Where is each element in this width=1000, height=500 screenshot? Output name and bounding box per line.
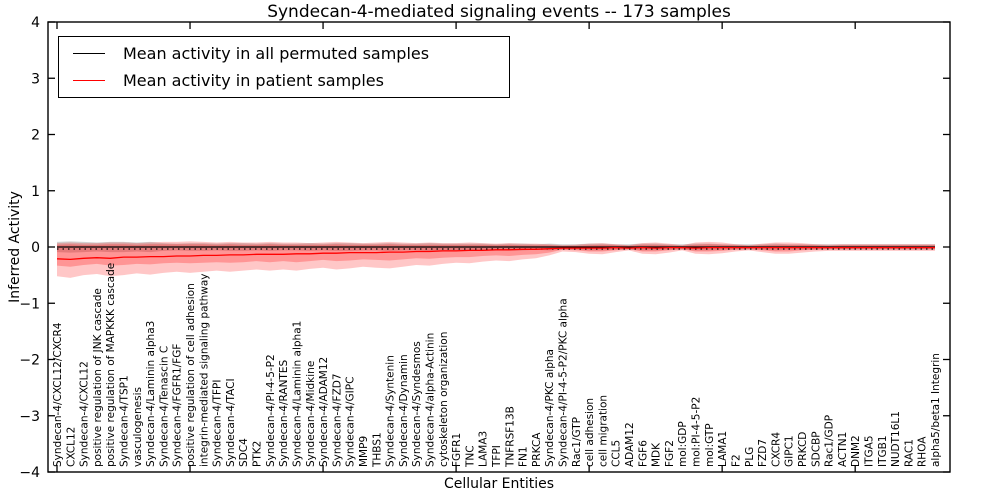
permuted-line-swatch bbox=[73, 53, 105, 54]
x-category-label: CXCL12 bbox=[65, 427, 77, 467]
y-tick-label: 1 bbox=[31, 184, 40, 200]
legend-box: Mean activity in all permuted samples Me… bbox=[58, 36, 510, 98]
x-category-label: Syndecan-4/RANTES bbox=[278, 360, 290, 467]
x-category-label: Rac1/GTP bbox=[571, 417, 583, 467]
x-category-label: Syndecan-4/Syndesmos bbox=[411, 341, 423, 467]
x-category-label: positive regulation of cell adhesion bbox=[185, 283, 197, 467]
chart-title: Syndecan-4-mediated signaling events -- … bbox=[267, 2, 731, 22]
patient-line-swatch bbox=[73, 80, 105, 81]
x-category-label: vasculogenesis bbox=[132, 387, 144, 467]
x-category-label: FZD7 bbox=[757, 439, 769, 467]
x-category-label: Syndecan-4/Midkine bbox=[305, 361, 317, 467]
x-category-label: SDC4 bbox=[238, 438, 250, 467]
x-category-label: integrin-mediated signaling pathway bbox=[198, 273, 210, 467]
x-category-label: Syndecan-4/Syntenin bbox=[385, 355, 397, 467]
x-category-label: FGFR1 bbox=[451, 433, 463, 467]
x-category-label: TNFRSF13B bbox=[504, 406, 516, 468]
x-category-label: TFPI bbox=[491, 445, 503, 468]
x-category-label: ITGB1 bbox=[877, 435, 889, 467]
x-category-label: Syndecan-4/TSP1 bbox=[119, 375, 131, 467]
x-category-label: Syndecan-4/GIPC bbox=[345, 377, 357, 467]
x-category-label: mol:PI-4-5-P2 bbox=[691, 397, 703, 467]
x-category-label: Syndecan-4/CXCL12/CXCR4 bbox=[52, 322, 64, 467]
x-category-label: RAC1 bbox=[903, 439, 915, 467]
x-category-label: TNC bbox=[464, 445, 476, 468]
x-category-label: positive regulation of JNK cascade bbox=[92, 288, 104, 467]
x-category-label: ACTN1 bbox=[837, 432, 849, 467]
x-category-label: FGF6 bbox=[637, 440, 649, 467]
x-category-label: PRKCA bbox=[531, 432, 543, 467]
x-category-label: Rac1/GDP bbox=[824, 415, 836, 467]
y-tick-label: −4 bbox=[19, 465, 40, 481]
patient-mean-line bbox=[56, 246, 935, 261]
x-category-label: Syndecan-4/alpha-Actinin bbox=[425, 333, 437, 467]
x-category-label: FN1 bbox=[518, 446, 530, 467]
x-category-label: Syndecan-4/FZD7 bbox=[331, 373, 343, 467]
x-category-label: mol:GTP bbox=[704, 423, 716, 467]
y-tick-label: −3 bbox=[19, 409, 40, 425]
x-category-label: DNM2 bbox=[850, 435, 862, 467]
x-category-label: Syndecan-4/FGFR1/FGF bbox=[172, 344, 184, 467]
x-category-label: Syndecan-4/Dynamin bbox=[398, 354, 410, 467]
x-category-label: Syndecan-4/TACI bbox=[225, 378, 237, 467]
x-category-label: RHOA bbox=[917, 436, 929, 467]
x-category-label: MMP9 bbox=[358, 436, 370, 467]
legend-label-permuted: Mean activity in all permuted samples bbox=[123, 44, 430, 63]
x-category-label: mol:GDP bbox=[677, 421, 689, 467]
x-category-label: CXCR4 bbox=[770, 432, 782, 467]
x-category-label: Syndecan-4/Laminin alpha1 bbox=[292, 321, 304, 467]
x-category-label: LAMA1 bbox=[717, 431, 729, 467]
x-category-label: THBS1 bbox=[371, 432, 383, 468]
y-tick-label: 2 bbox=[31, 128, 40, 144]
patient-band-inner bbox=[57, 244, 935, 267]
x-category-label: PTK2 bbox=[252, 441, 264, 467]
x-category-label: NUDT16L1 bbox=[890, 411, 902, 467]
x-category-label: LAMA3 bbox=[478, 431, 490, 467]
x-category-label: MDK bbox=[651, 442, 663, 467]
x-category-label: Syndecan-4/ADAM12 bbox=[318, 357, 330, 467]
x-category-label: FGF2 bbox=[664, 440, 676, 467]
x-axis-label: Cellular Entities bbox=[443, 476, 555, 492]
x-category-label: PRKCD bbox=[797, 432, 809, 467]
x-category-label: alpha5/beta1 Integrin bbox=[930, 353, 942, 467]
x-category-label: cell adhesion bbox=[584, 398, 596, 467]
legend-item-permuted: Mean activity in all permuted samples bbox=[73, 44, 499, 63]
y-tick-label: −2 bbox=[19, 353, 40, 369]
x-category-label: Syndecan-4/PKC alpha bbox=[544, 349, 556, 467]
x-category-label: ITGA5 bbox=[864, 435, 876, 467]
x-category-label: GIPC1 bbox=[784, 435, 796, 467]
x-category-label: PLG bbox=[744, 447, 756, 467]
x-category-label: Syndecan-4/PI-4-5-P2/PKC alpha bbox=[558, 298, 570, 467]
x-category-label: ADAM12 bbox=[624, 422, 636, 467]
patient-band-outer bbox=[57, 241, 935, 278]
y-tick-label: 3 bbox=[31, 71, 40, 87]
x-category-label: cytoskeleton organization bbox=[438, 332, 450, 467]
y-tick-label: 4 bbox=[31, 15, 40, 31]
x-category-label: cell migration bbox=[597, 395, 609, 467]
x-category-label: Syndecan-4/TFPI bbox=[212, 380, 224, 467]
x-category-label: Syndecan-4/CXCL12 bbox=[79, 361, 91, 467]
x-category-label: F2 bbox=[731, 454, 743, 467]
x-category-label: Syndecan-4/Tenascin C bbox=[158, 346, 170, 467]
x-category-label: SDCBP bbox=[810, 431, 822, 467]
x-category-label: Syndecan-4/Laminin alpha3 bbox=[145, 321, 157, 467]
legend-label-patient: Mean activity in patient samples bbox=[123, 71, 384, 90]
x-category-label: Syndecan-4/PI-4-5-P2 bbox=[265, 354, 277, 467]
x-category-label: CCL5 bbox=[611, 440, 623, 467]
y-tick-label: −1 bbox=[19, 296, 40, 312]
legend-item-patient: Mean activity in patient samples bbox=[73, 71, 499, 90]
y-axis-label: Inferred Activity bbox=[7, 191, 23, 303]
x-category-label: positive regulation of MAPKKK cascade bbox=[105, 263, 117, 467]
y-tick-label: 0 bbox=[31, 240, 40, 256]
